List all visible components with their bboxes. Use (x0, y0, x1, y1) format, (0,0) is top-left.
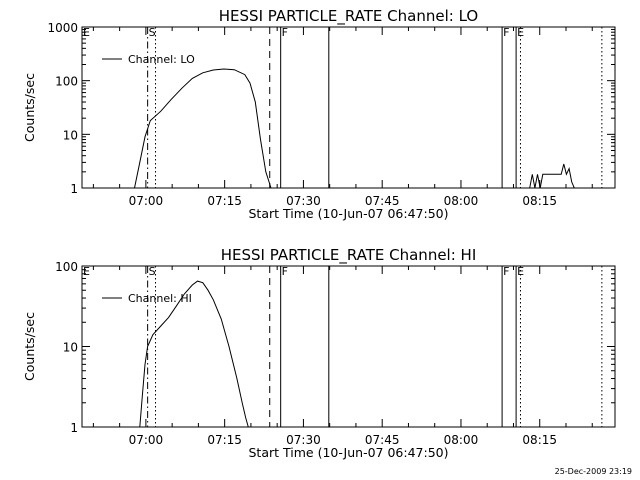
panel2-marker-label: E (83, 265, 90, 278)
panel1-ytick-label: 10 (63, 128, 78, 142)
panel1-ytick-label: 1 (70, 182, 78, 196)
panel1-ytick-label: 100 (55, 75, 78, 89)
panel1-xtick-label: 08:00 (444, 194, 479, 208)
panel2-series-line-1 (139, 280, 249, 428)
panel2-marker-label: F (282, 265, 288, 278)
panel2-plot-frame (81, 265, 616, 428)
panel1-xtick-label: 07:15 (207, 194, 242, 208)
panel1-xtick-label: 07:45 (365, 194, 400, 208)
panel1-series-line-1 (134, 68, 272, 189)
panel1-legend-label: Channel: LO (128, 53, 195, 66)
panel1-xtick-label: 08:15 (522, 194, 557, 208)
panel1-marker-label: S (149, 26, 156, 39)
panel2-ytick-label: 100 (55, 260, 78, 274)
panel1-y-axis-label: Counts/sec (22, 73, 37, 142)
panel1-plot-frame (81, 26, 616, 189)
panel1-xtick-label: 07:30 (286, 194, 321, 208)
panel2-x-axis-label: Start Time (10-Jun-07 06:47:50) (249, 445, 449, 460)
panel1-chart: HESSI PARTICLE_RATE Channel: LO 1 10 100 100… (22, 7, 616, 221)
panel1-marker-label: F (503, 26, 509, 39)
panel2-xtick-label: 07:00 (129, 433, 164, 447)
panel2-legend-label: Channel: HI (128, 292, 192, 305)
panel1-x-axis-label: Start Time (10-Jun-07 06:47:50) (249, 206, 449, 221)
panel1-ytick-label: 1000 (47, 21, 78, 35)
panel2-xtick-label: 08:15 (522, 433, 557, 447)
panel2-xtick-label: 07:30 (286, 433, 321, 447)
panel2-ytick-label: 10 (63, 341, 78, 355)
panel1-title: HESSI PARTICLE_RATE Channel: LO (219, 7, 478, 26)
panel2-chart: HESSI PARTICLE_RATE Channel: HI 1 10 100 07:… (22, 246, 616, 460)
date-stamp: 25-Dec-2009 23:19 (555, 467, 632, 476)
panel2-marker-label: F (503, 265, 509, 278)
panel1-series-line-2 (529, 163, 577, 189)
panel2-ytick-label: 1 (70, 421, 78, 435)
panel2-xtick-label: 07:15 (207, 433, 242, 447)
panel2-title: HESSI PARTICLE_RATE Channel: HI (221, 246, 477, 265)
panel2-marker-label: S (149, 265, 156, 278)
panel2-xtick-label: 08:00 (444, 433, 479, 447)
panel1-xtick-label: 07:00 (129, 194, 164, 208)
panel2-xtick-label: 07:45 (365, 433, 400, 447)
panel2-y-axis-label: Counts/sec (22, 312, 37, 381)
panel1-marker-label: E (83, 26, 90, 39)
panel1-marker-label: F (282, 26, 288, 39)
